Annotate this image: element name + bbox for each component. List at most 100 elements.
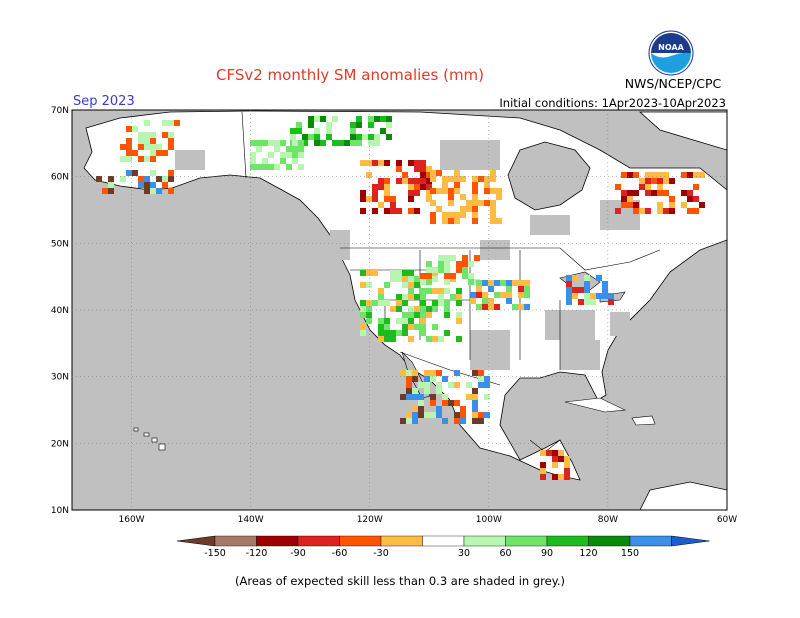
- anomaly-cell: [420, 273, 426, 279]
- anomaly-cell: [384, 190, 390, 196]
- anomaly-cell: [390, 196, 396, 202]
- colorbar-swatch: [339, 535, 382, 547]
- anomaly-cell: [408, 160, 414, 166]
- anomaly-cell: [488, 304, 494, 310]
- anomaly-cell: [402, 318, 408, 324]
- lat-label: 70N: [51, 106, 69, 116]
- anomaly-cell: [546, 450, 552, 456]
- anomaly-cell: [274, 140, 280, 146]
- anomaly-cell: [478, 200, 484, 206]
- anomaly-cell: [681, 172, 687, 178]
- anomaly-cell: [450, 255, 456, 261]
- anomaly-cell: [460, 418, 466, 424]
- anomaly-cell: [500, 280, 506, 286]
- anomaly-cell: [472, 400, 478, 406]
- anomaly-cell: [518, 304, 524, 310]
- anomaly-cell: [424, 388, 430, 394]
- anomaly-cell: [368, 122, 374, 128]
- anomaly-cell: [378, 160, 384, 166]
- lon-label: 160W: [119, 515, 145, 525]
- anomaly-cell: [280, 152, 286, 158]
- anomaly-cell: [438, 255, 444, 261]
- anomaly-cell: [308, 134, 314, 140]
- anomaly-cell: [384, 184, 390, 190]
- anomaly-cell: [466, 394, 472, 400]
- anomaly-cell: [408, 336, 414, 342]
- anomaly-cell: [372, 184, 378, 190]
- anomaly-cell: [412, 412, 418, 418]
- page-title: CFSv2 monthly SM anomalies (mm): [215, 66, 485, 84]
- cuba: [564, 397, 627, 413]
- anomaly-cell: [268, 164, 274, 170]
- anomaly-cell: [386, 122, 392, 128]
- anomaly-cell: [512, 304, 518, 310]
- anomaly-cell: [418, 394, 424, 400]
- anomaly-cell: [308, 116, 314, 122]
- forecast-month: Sep 2023: [73, 94, 135, 109]
- anomaly-cell: [460, 412, 466, 418]
- lat-label: 40N: [51, 306, 69, 316]
- anomaly-cell: [456, 312, 462, 318]
- anomaly-cell: [402, 270, 408, 276]
- anomaly-cell: [360, 306, 366, 312]
- anomaly-cell: [442, 188, 448, 194]
- anomaly-cell: [663, 208, 669, 214]
- anomaly-cell: [360, 300, 366, 306]
- anomaly-cells: [96, 116, 705, 480]
- anomaly-cell: [454, 400, 460, 406]
- anomaly-cell: [274, 146, 280, 152]
- anomaly-cell: [400, 418, 406, 424]
- anomaly-cell: [478, 376, 484, 382]
- anomaly-cell: [681, 190, 687, 196]
- anomaly-cell: [384, 282, 390, 288]
- anomaly-cell: [378, 184, 384, 190]
- colorbar: -150 -120 -90 -60 -30 30 60 90 120 150: [176, 535, 710, 559]
- anomaly-cell: [438, 294, 444, 300]
- anomaly-cell: [699, 172, 705, 178]
- lon-label: 100W: [476, 515, 502, 525]
- anomaly-cell: [292, 146, 298, 152]
- anomaly-cell: [657, 184, 663, 190]
- anomaly-cell: [584, 293, 590, 299]
- anomaly-cell: [621, 196, 627, 202]
- anomaly-cell: [414, 184, 420, 190]
- anomaly-cell: [414, 276, 420, 282]
- anomaly-cell: [302, 140, 308, 146]
- anomaly-cell: [168, 170, 174, 176]
- anomaly-cell: [687, 190, 693, 196]
- anomaly-cell: [356, 122, 362, 128]
- anomaly-cell: [126, 150, 132, 156]
- anomaly-cell: [138, 176, 144, 182]
- anomaly-cell: [633, 190, 639, 196]
- anomaly-cell: [444, 330, 450, 336]
- anomaly-cell: [506, 280, 512, 286]
- anomaly-cell: [584, 275, 590, 281]
- anomaly-cell: [144, 144, 150, 150]
- anomaly-cell: [414, 306, 420, 312]
- anomaly-cell: [432, 300, 438, 306]
- anomaly-cell: [454, 218, 460, 224]
- anomaly-cell: [144, 188, 150, 194]
- anomaly-cell: [552, 450, 558, 456]
- anomaly-cell: [138, 144, 144, 150]
- anomaly-cell: [426, 261, 432, 267]
- anomaly-cell: [384, 178, 390, 184]
- anomaly-cell: [360, 282, 366, 288]
- colorbar-tick-label: 150: [621, 548, 639, 559]
- anomaly-cell: [420, 279, 426, 285]
- anomaly-cell: [484, 182, 490, 188]
- anomaly-cell: [460, 406, 466, 412]
- anomaly-cell: [126, 156, 132, 162]
- anomaly-cell: [448, 218, 454, 224]
- anomaly-cell: [378, 324, 384, 330]
- anomaly-cell: [657, 202, 663, 208]
- anomaly-cell: [126, 144, 132, 150]
- anomaly-cell: [384, 160, 390, 166]
- logo-text: NOAA: [658, 43, 684, 52]
- anomaly-cell: [651, 172, 657, 178]
- anomaly-cell: [460, 212, 466, 218]
- anomaly-cell: [406, 412, 412, 418]
- anomaly-cell: [408, 282, 414, 288]
- anomaly-cell: [412, 418, 418, 424]
- anomaly-cell: [456, 288, 462, 294]
